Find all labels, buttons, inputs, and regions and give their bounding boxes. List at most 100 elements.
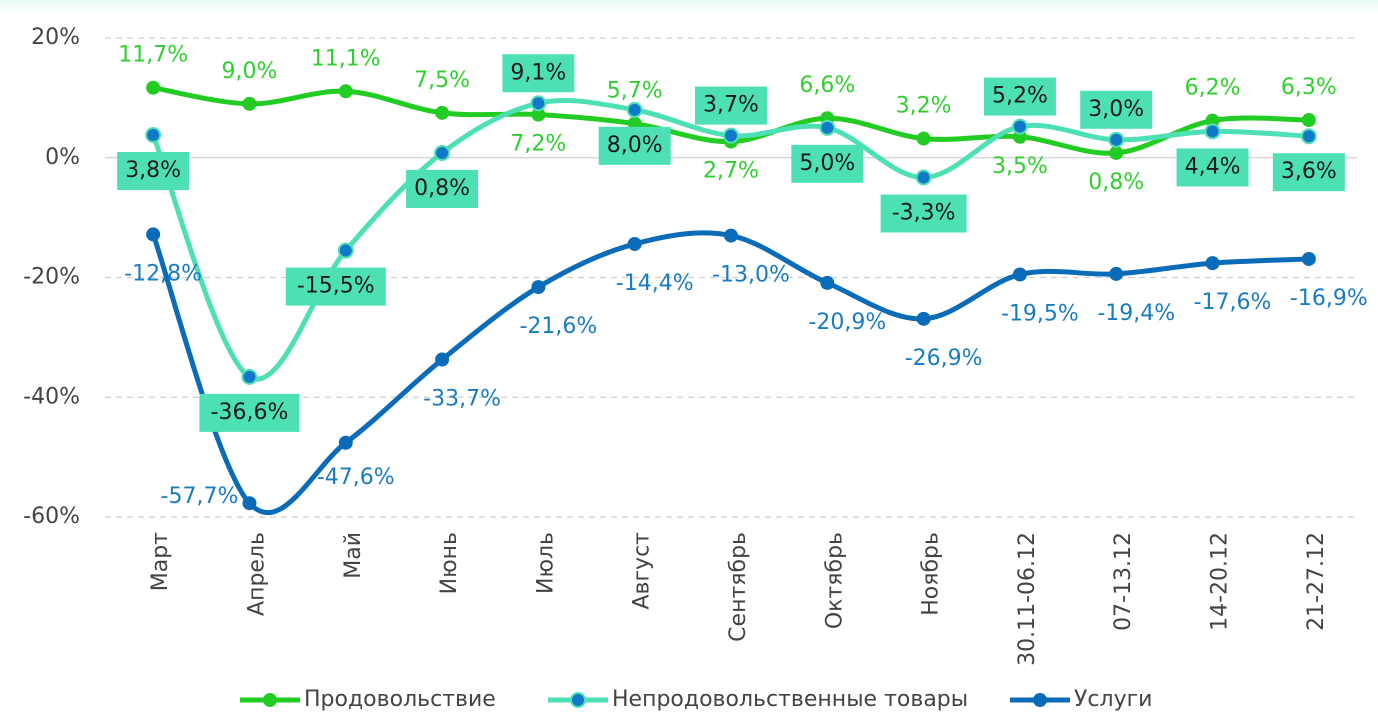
data-point [146,80,161,95]
data-label: 0,8% [414,176,470,201]
data-label: -47,6% [317,465,395,490]
data-point [626,101,643,118]
data-label: -3,3% [892,201,956,226]
data-point [1109,266,1124,281]
label-box [406,169,479,208]
series-line [150,97,1309,382]
data-point [1301,251,1316,266]
x-tick-label: 30.11-06.12 [1015,532,1040,666]
data-label: -12,8% [124,261,202,286]
data-point [435,105,450,120]
data-label: -33,7% [423,387,501,412]
label-box [285,267,386,306]
data-point [146,227,161,242]
data-label: 6,6% [799,73,855,98]
y-tick-label: -60% [23,504,80,529]
label-box [1176,148,1249,187]
data-label: -17,6% [1194,290,1272,315]
data-label: -15,5% [297,274,375,299]
data-point [1205,256,1220,271]
data-label: -21,6% [519,314,597,339]
x-tick-label: Июнь [437,532,462,594]
data-point [820,275,835,290]
data-label: 7,2% [510,132,566,157]
label-box [983,77,1056,116]
data-point [338,84,353,99]
data-label: 6,3% [1281,75,1337,100]
data-label: 5,7% [607,79,663,104]
data-point [916,131,931,146]
x-tick-label: Май [341,532,366,579]
data-label: 5,0% [799,151,855,176]
x-tick-label: 21-27.12 [1304,532,1329,631]
data-label: 8,0% [607,133,663,158]
data-point [242,496,257,511]
label-box [695,86,767,125]
data-point [1301,113,1316,128]
data-label: -26,9% [905,346,983,371]
data-label: 5,2% [992,84,1048,109]
data-label: 6,2% [1185,76,1241,101]
data-point [1108,131,1125,148]
legend-marker [1033,693,1047,707]
data-label: 2,7% [703,159,759,184]
x-tick-label: Ноябрь [919,532,944,616]
legend-marker [570,692,586,708]
y-tick-label: -40% [23,384,80,409]
label-box [117,151,190,190]
data-label: 4,4% [1185,154,1241,179]
data-label: 11,7% [118,43,188,68]
data-label: -36,6% [211,400,289,425]
x-tick-label: 14-20.12 [1208,532,1233,631]
data-label: -13,0% [712,263,790,288]
data-point [242,96,257,111]
data-point [241,368,258,385]
legend-marker [263,693,277,707]
x-tick-label: 07-13.12 [1111,532,1136,631]
data-label: 3,0% [1088,97,1144,122]
x-tick-label: Апрель [244,532,269,616]
data-label: 3,2% [896,94,952,119]
data-point [434,144,451,161]
data-label: 9,0% [222,59,278,84]
label-box [1080,90,1153,129]
data-point [1011,118,1028,135]
data-label: -20,9% [808,310,886,335]
data-point [627,236,642,251]
data-point [1012,267,1027,282]
data-point [337,242,354,259]
label-box [880,194,967,233]
data-point [531,107,546,122]
data-point [531,280,546,295]
data-label: -14,4% [616,271,694,296]
legend-label: Услуги [1074,687,1152,712]
data-label: -19,4% [1097,301,1175,326]
y-tick-label: -20% [23,265,80,290]
data-label: 3,5% [992,154,1048,179]
data-label: 7,5% [414,68,470,93]
x-tick-label: Октябрь [822,532,847,629]
data-label: -57,7% [161,484,239,509]
data-label: 3,7% [703,93,759,118]
data-label: 9,1% [510,60,566,85]
data-point [819,119,836,136]
data-label: 0,8% [1088,170,1144,195]
data-label: 11,1% [311,46,381,71]
data-point [435,352,450,367]
data-point [1205,113,1220,128]
label-box [502,54,575,93]
data-point [145,126,162,143]
x-tick-label: Июль [533,532,558,594]
data-point [1204,123,1221,140]
series-line [150,230,1309,515]
data-point [530,95,547,112]
data-point [916,311,931,326]
x-tick-label: Август [630,532,655,610]
label-box [791,144,864,183]
y-tick-label: 0% [45,145,80,170]
x-tick-label: Сентябрь [726,532,751,642]
data-point [723,127,739,144]
data-point [1300,128,1317,145]
data-point [1109,145,1124,160]
